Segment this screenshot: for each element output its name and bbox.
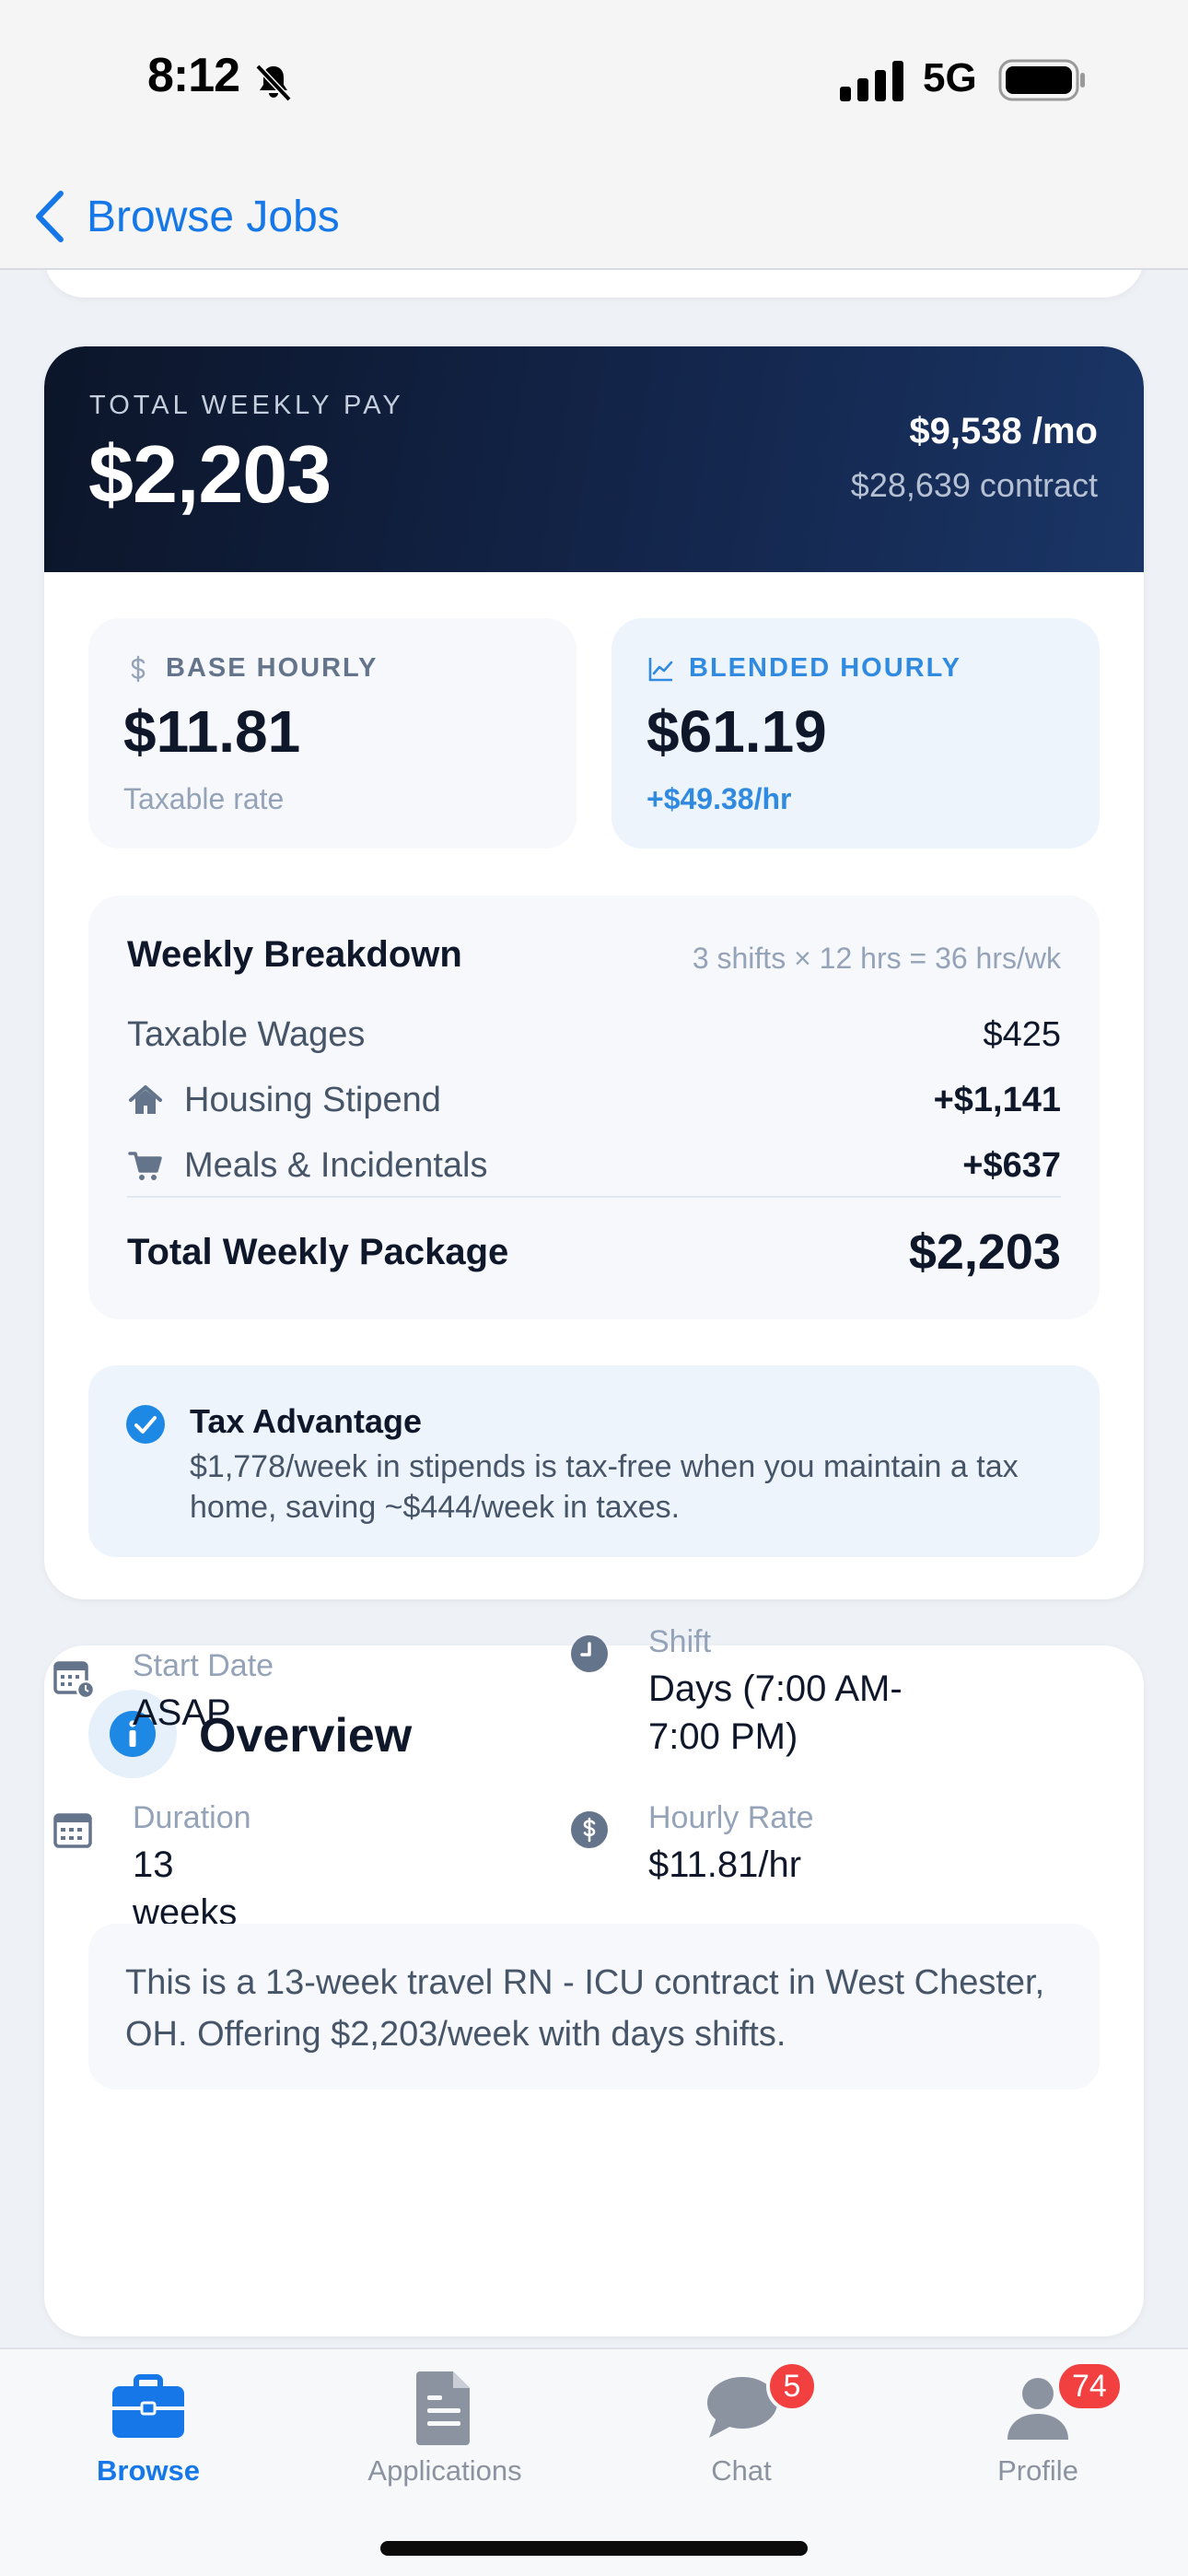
base-hourly-value: $11.81	[123, 698, 301, 765]
clock-icon	[571, 1635, 608, 1672]
pay-card: TOTAL WEEKLY PAY $2,203 $9,538 /mo $28,6…	[44, 346, 1144, 1599]
network-type: 5G	[923, 55, 977, 100]
back-button[interactable]: Browse Jobs	[33, 180, 340, 253]
profile-notification-badge: 74	[1055, 2360, 1124, 2412]
document-icon	[416, 2371, 470, 2445]
blended-hourly-value: $61.19	[646, 698, 827, 765]
blended-hourly-label: BLENDED HOURLY	[689, 653, 962, 683]
breakdown-row-taxable-wages: Taxable Wages $425	[127, 1010, 1061, 1060]
weekly-breakdown: Weekly Breakdown 3 shifts × 12 hrs = 36 …	[88, 896, 1100, 1319]
tab-applications[interactable]: Applications	[297, 2349, 593, 2534]
overview-description: This is a 13-week travel RN - ICU contra…	[88, 1924, 1100, 2090]
breakdown-total-value: $2,203	[908, 1224, 1061, 1280]
tab-profile-label: Profile	[997, 2454, 1078, 2487]
start-date-label: Start Date	[133, 1648, 274, 1683]
breakdown-row-value: +$637	[962, 1145, 1061, 1185]
base-hourly-sub: Taxable rate	[123, 782, 285, 815]
house-icon	[129, 1085, 162, 1114]
breakdown-row-label: Housing Stipend	[184, 1080, 441, 1119]
tab-browse-label: Browse	[97, 2454, 200, 2487]
overview-description-text: This is a 13-week travel RN - ICU contra…	[125, 1963, 1045, 2054]
blended-hourly-tile: BLENDED HOURLY $61.19 +$49.38/hr	[611, 618, 1100, 849]
info-badge	[88, 1690, 177, 1778]
previous-card-bottom	[44, 270, 1144, 298]
bell-slash-icon	[255, 64, 292, 102]
tax-advantage-body: $1,778/week in stipends is tax-free when…	[190, 1449, 1019, 1525]
duration-value: 13 weeks	[133, 1844, 238, 1933]
chat-bubble-icon	[707, 2377, 777, 2438]
cart-icon	[128, 1152, 162, 1180]
shift-label: Shift	[648, 1624, 712, 1659]
status-bar: 8:12 5G	[0, 0, 1188, 161]
breakdown-row-label: Meals & Incidentals	[184, 1145, 488, 1185]
base-hourly-label: BASE HOURLY	[166, 653, 379, 683]
home-indicator[interactable]	[380, 2541, 808, 2556]
breakdown-total-label: Total Weekly Package	[127, 1231, 509, 1272]
cellular-signal-icon	[840, 61, 903, 101]
job-detail-scroll[interactable]: TOTAL WEEKLY PAY $2,203 $9,538 /mo $28,6…	[0, 270, 1188, 2348]
shift-value: Days (7:00 AM-7:00 PM)	[648, 1669, 903, 1757]
breakdown-row-value: +$1,141	[933, 1080, 1061, 1119]
hourly-rate-label: Hourly Rate	[648, 1800, 814, 1835]
navigation-bar: Browse Jobs	[0, 161, 1188, 270]
chevron-left-icon	[36, 191, 64, 242]
status-time: 8:12	[147, 49, 240, 102]
start-date-value: ASAP	[133, 1692, 231, 1733]
tab-applications-label: Applications	[367, 2454, 522, 2487]
monthly-pay: $9,538 /mo	[909, 411, 1098, 451]
chat-unread-badge: 5	[766, 2360, 818, 2412]
tab-chat[interactable]: 5 Chat	[593, 2349, 890, 2534]
total-weekly-pay-amount: $2,203	[88, 428, 332, 520]
battery-icon	[998, 59, 1085, 101]
breakdown-total-row: Total Weekly Package $2,203	[127, 1220, 1061, 1284]
dollar-icon	[131, 655, 146, 682]
person-icon	[1007, 2378, 1068, 2440]
total-weekly-pay-label: TOTAL WEEKLY PAY	[89, 391, 404, 420]
check-circle-icon	[126, 1405, 165, 1444]
tab-chat-label: Chat	[711, 2454, 772, 2487]
duration-label: Duration	[133, 1800, 251, 1835]
info-icon	[110, 1711, 156, 1757]
overview-title: Overview	[199, 1709, 413, 1762]
blended-hourly-sub: +$49.38/hr	[646, 782, 792, 815]
back-button-label: Browse Jobs	[87, 192, 340, 241]
breakdown-row-value: $425	[983, 1014, 1061, 1054]
tab-profile[interactable]: 74 Profile	[890, 2349, 1186, 2534]
hourly-rate-value: $11.81/hr	[648, 1844, 802, 1885]
breakdown-row-housing: Housing Stipend +$1,141	[127, 1075, 1061, 1125]
briefcase-icon	[112, 2374, 184, 2438]
breakdown-title: Weekly Breakdown	[127, 934, 462, 975]
trend-chart-icon	[648, 657, 673, 681]
breakdown-formula: 3 shifts × 12 hrs = 36 hrs/wk	[692, 942, 1061, 975]
tab-bar: Browse Applications 5 Chat 74 Profile	[0, 2348, 1188, 2576]
tax-advantage-title: Tax Advantage	[190, 1402, 423, 1440]
contract-total: $28,639 contract	[850, 466, 1098, 504]
breakdown-row-meals: Meals & Incidentals +$637	[127, 1141, 1061, 1190]
tab-browse[interactable]: Browse	[0, 2349, 297, 2534]
tax-advantage-box: Tax Advantage $1,778/week in stipends is…	[88, 1365, 1100, 1557]
calendar-clock-icon	[53, 1661, 96, 1700]
base-hourly-tile: BASE HOURLY $11.81 Taxable rate	[88, 618, 577, 849]
pay-hero: TOTAL WEEKLY PAY $2,203 $9,538 /mo $28,6…	[44, 346, 1144, 572]
calendar-icon	[53, 1813, 92, 1848]
breakdown-row-label: Taxable Wages	[127, 1014, 366, 1054]
dollar-circle-icon	[571, 1811, 608, 1848]
breakdown-divider	[127, 1196, 1061, 1198]
